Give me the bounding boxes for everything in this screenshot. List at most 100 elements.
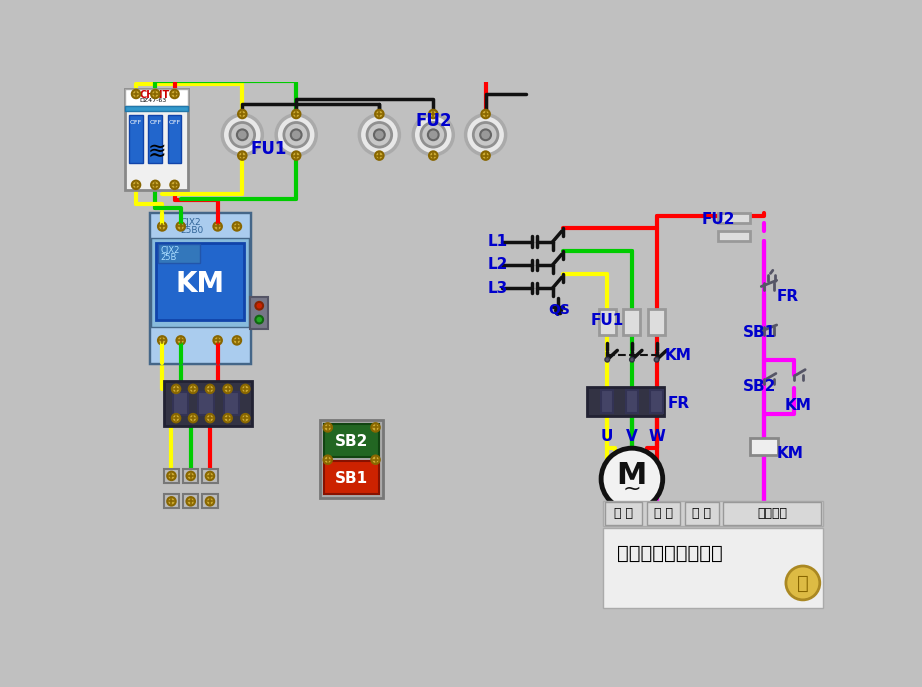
Bar [158, 244, 200, 263]
Text: CJX2: CJX2 [181, 218, 201, 227]
Bar [587, 387, 664, 416]
Bar [250, 297, 268, 329]
Bar [601, 390, 613, 413]
Bar [650, 390, 663, 413]
Text: 25B0: 25B0 [181, 226, 204, 235]
Circle shape [255, 302, 263, 310]
Circle shape [277, 115, 316, 155]
Bar [173, 392, 188, 415]
Circle shape [367, 122, 392, 147]
Text: L2: L2 [487, 258, 507, 273]
Circle shape [375, 151, 384, 160]
Text: KM: KM [175, 270, 225, 298]
Text: L1: L1 [487, 234, 507, 249]
Circle shape [374, 129, 384, 140]
Circle shape [213, 336, 222, 345]
Circle shape [429, 151, 438, 160]
Bar [324, 424, 379, 458]
Circle shape [167, 472, 176, 480]
Bar [603, 502, 822, 526]
Bar [125, 89, 188, 190]
Text: W: W [648, 429, 665, 444]
Circle shape [186, 497, 195, 506]
Circle shape [605, 357, 609, 362]
Circle shape [158, 336, 167, 345]
Bar [685, 502, 719, 525]
Text: CJX2: CJX2 [160, 246, 180, 255]
Circle shape [151, 90, 160, 98]
Circle shape [480, 129, 491, 140]
Bar [751, 438, 778, 455]
Circle shape [223, 385, 232, 393]
Circle shape [284, 122, 309, 147]
Circle shape [324, 455, 332, 464]
Bar [156, 243, 243, 319]
Bar [183, 469, 198, 483]
Bar [164, 495, 179, 508]
Circle shape [176, 336, 185, 345]
Text: 操作提示: 操作提示 [757, 507, 787, 520]
Circle shape [206, 414, 214, 423]
Circle shape [206, 497, 214, 506]
Text: 保 存: 保 存 [654, 507, 673, 520]
Text: 接线正确，请继续。: 接线正确，请继续。 [617, 544, 722, 563]
Bar [623, 309, 641, 335]
Bar [224, 392, 239, 415]
Circle shape [186, 472, 195, 480]
Text: SB2: SB2 [743, 379, 776, 394]
Text: DZ47-63: DZ47-63 [139, 98, 166, 104]
Bar [129, 115, 143, 163]
Bar [320, 420, 384, 498]
Circle shape [413, 115, 454, 155]
Text: FU1: FU1 [591, 313, 624, 328]
Circle shape [176, 222, 185, 231]
Text: 👍: 👍 [797, 574, 809, 592]
Circle shape [242, 414, 250, 423]
Text: M: M [617, 461, 647, 490]
Bar [164, 381, 253, 426]
Circle shape [630, 357, 634, 362]
Text: 答 案: 答 案 [692, 507, 712, 520]
Circle shape [232, 222, 242, 231]
Circle shape [222, 115, 263, 155]
Circle shape [292, 151, 301, 160]
Circle shape [290, 129, 301, 140]
Text: ≋: ≋ [148, 142, 166, 161]
Circle shape [223, 414, 232, 423]
Text: V: V [626, 429, 638, 444]
Circle shape [372, 423, 380, 431]
Text: ~: ~ [622, 479, 641, 499]
Circle shape [171, 181, 179, 189]
Circle shape [213, 222, 222, 231]
Circle shape [375, 110, 384, 118]
Bar [148, 115, 162, 163]
Text: KM: KM [776, 446, 804, 461]
Text: CHNT: CHNT [139, 90, 170, 100]
Circle shape [238, 110, 246, 118]
Circle shape [230, 122, 254, 147]
Circle shape [421, 122, 445, 147]
Circle shape [132, 90, 140, 98]
Bar [202, 495, 218, 508]
Text: FU2: FU2 [415, 112, 452, 130]
Circle shape [292, 110, 301, 118]
Text: SB1: SB1 [743, 325, 776, 340]
Text: 25B: 25B [160, 253, 177, 262]
Bar [125, 89, 188, 106]
Bar [202, 469, 218, 483]
Text: FR: FR [668, 396, 690, 411]
Text: KM: KM [785, 398, 811, 414]
Bar [723, 502, 822, 525]
Text: FU2: FU2 [702, 212, 735, 227]
Circle shape [655, 357, 659, 362]
Circle shape [428, 129, 439, 140]
Text: 打 开: 打 开 [614, 507, 632, 520]
Circle shape [255, 316, 263, 324]
Circle shape [132, 181, 140, 189]
Text: FU1: FU1 [250, 139, 287, 157]
Bar [718, 214, 751, 223]
Circle shape [238, 151, 246, 160]
Bar [150, 327, 250, 363]
Bar [150, 214, 250, 363]
Circle shape [171, 90, 179, 98]
